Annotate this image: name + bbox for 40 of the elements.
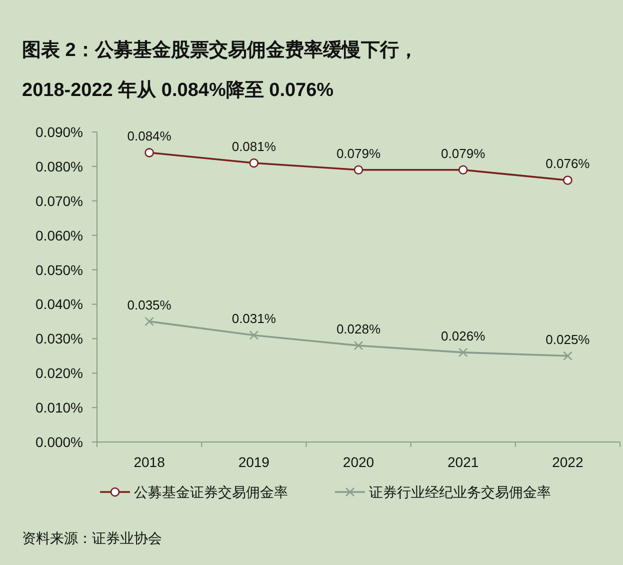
y-tick-label: 0.060% bbox=[36, 227, 83, 244]
x-tick-label: 2020 bbox=[342, 454, 374, 470]
data-label: 0.028% bbox=[336, 322, 381, 337]
x-tick-label: 2019 bbox=[238, 454, 270, 470]
x-tick-label: 2018 bbox=[134, 454, 166, 470]
data-label: 0.084% bbox=[127, 128, 172, 144]
point bbox=[563, 351, 572, 361]
y-tick-label: 0.080% bbox=[36, 158, 83, 174]
point bbox=[144, 148, 154, 158]
chart-title: 图表 2：公募基金股票交易佣金费率缓慢下行， bbox=[22, 39, 418, 61]
chart-subtitle: 2018-2022 年从 0.084%降至 0.076% bbox=[22, 79, 334, 101]
point bbox=[249, 158, 259, 168]
x-tick-label: 2022 bbox=[552, 454, 584, 470]
point bbox=[563, 176, 572, 185]
y-tick-label: 0.040% bbox=[36, 296, 83, 312]
point bbox=[249, 330, 259, 340]
legend-label: 证券行业经纪业务交易佣金率 bbox=[369, 484, 551, 500]
y-tick-label: 0.070% bbox=[36, 192, 83, 209]
data-label: 0.076% bbox=[546, 156, 590, 172]
data-label: 0.025% bbox=[546, 332, 590, 347]
data-label: 0.031% bbox=[232, 311, 276, 326]
y-tick-label: 0.050% bbox=[36, 262, 83, 278]
point bbox=[458, 348, 468, 358]
data-label: 0.079% bbox=[336, 146, 381, 161]
y-tick-label: 0.090% bbox=[36, 124, 83, 140]
data-label: 0.081% bbox=[232, 139, 276, 154]
point bbox=[354, 165, 364, 175]
legend-label: 公募基金证券交易佣金率 bbox=[134, 484, 288, 500]
x-tick-label: 2021 bbox=[448, 454, 479, 470]
point bbox=[354, 340, 364, 350]
point bbox=[144, 316, 154, 326]
y-tick-label: 0.010% bbox=[36, 400, 83, 416]
data-label: 0.026% bbox=[441, 328, 486, 344]
data-label: 0.035% bbox=[127, 297, 172, 312]
point bbox=[458, 165, 468, 175]
y-tick-label: 0.030% bbox=[36, 330, 83, 347]
y-tick-label: 0.020% bbox=[36, 365, 83, 382]
text: 资料来源：证券业协会 bbox=[22, 530, 162, 546]
y-tick-label: 0.000% bbox=[36, 434, 83, 450]
data-label: 0.079% bbox=[441, 146, 486, 161]
